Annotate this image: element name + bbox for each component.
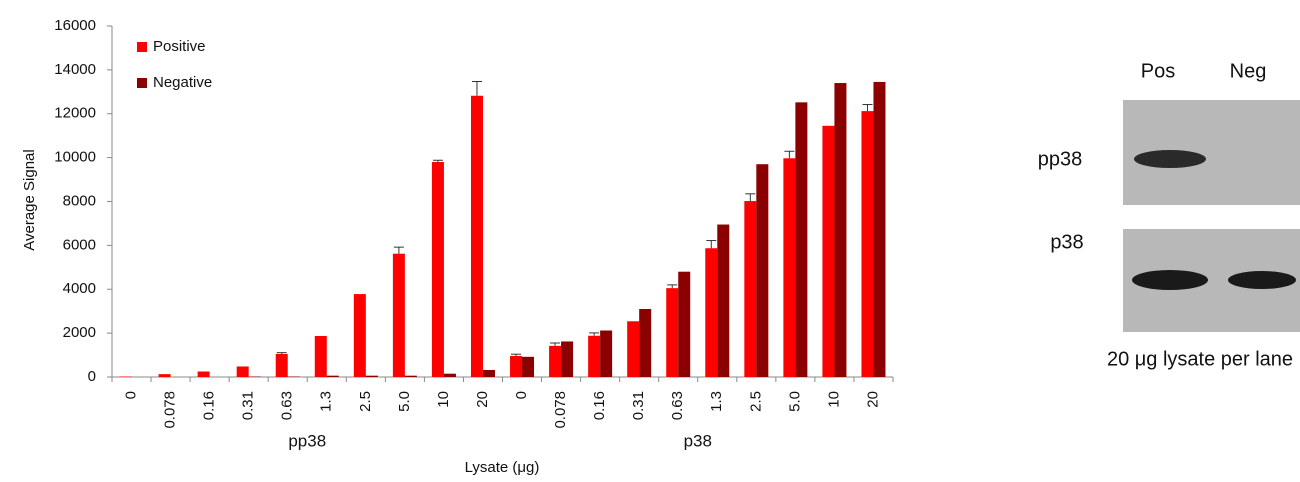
bar bbox=[522, 356, 535, 377]
x-tick-label: 20 bbox=[864, 391, 881, 408]
blot-row-label: pp38 bbox=[1038, 148, 1083, 170]
x-tick-label: 2.5 bbox=[357, 391, 374, 412]
error-bar bbox=[784, 150, 795, 159]
x-tick-label: 0.31 bbox=[630, 391, 647, 420]
bar bbox=[705, 248, 718, 377]
x-tick-label: 0 bbox=[122, 391, 139, 399]
x-tick-label: 1.3 bbox=[708, 391, 725, 412]
bar bbox=[158, 374, 171, 377]
x-tick-label: 5.0 bbox=[786, 391, 803, 412]
legend-swatch bbox=[137, 78, 147, 88]
y-tick-label: 14000 bbox=[54, 61, 96, 78]
error-bar bbox=[862, 104, 873, 112]
x-tick-label: 0 bbox=[513, 391, 530, 399]
y-tick-label: 6000 bbox=[63, 236, 96, 253]
bar bbox=[510, 355, 523, 377]
y-tick-label: 2000 bbox=[63, 324, 96, 341]
blot-band bbox=[1134, 150, 1206, 168]
y-axis-label: Average Signal bbox=[21, 149, 38, 250]
bar bbox=[431, 162, 444, 377]
group-label: p38 bbox=[684, 431, 712, 450]
blot-band bbox=[1228, 271, 1296, 289]
y-tick-label: 10000 bbox=[54, 149, 96, 166]
bar bbox=[717, 224, 730, 377]
bar bbox=[588, 335, 601, 377]
x-tick-label: 0.63 bbox=[279, 391, 296, 420]
bar bbox=[236, 366, 249, 377]
bar bbox=[744, 201, 757, 377]
y-tick-label: 4000 bbox=[63, 280, 96, 297]
blot-band bbox=[1132, 270, 1208, 290]
error-bar bbox=[667, 284, 678, 289]
bar bbox=[561, 341, 574, 377]
bar bbox=[666, 288, 679, 377]
bar bbox=[783, 158, 796, 377]
bar bbox=[861, 111, 874, 378]
error-bar bbox=[393, 246, 404, 254]
x-tick-label: 2.5 bbox=[747, 391, 764, 412]
bar bbox=[443, 373, 456, 377]
bar bbox=[470, 95, 483, 377]
x-tick-label: 0.63 bbox=[669, 391, 686, 420]
x-tick-label: 5.0 bbox=[396, 391, 413, 412]
error-bar bbox=[471, 81, 482, 96]
error-bar bbox=[706, 240, 717, 249]
bar bbox=[600, 330, 613, 377]
bar bbox=[549, 345, 562, 377]
x-tick-label: 10 bbox=[825, 391, 842, 408]
bar bbox=[326, 375, 339, 377]
group-label: pp38 bbox=[288, 431, 326, 450]
x-tick-label: 0.16 bbox=[201, 391, 218, 420]
bar bbox=[822, 125, 835, 377]
bar bbox=[627, 321, 640, 377]
x-axis-label: Lysate (μg) bbox=[465, 459, 540, 476]
x-tick-label: 0.16 bbox=[591, 391, 608, 420]
x-tick-label: 0.078 bbox=[552, 391, 569, 429]
error-bar bbox=[745, 193, 756, 202]
bar bbox=[275, 353, 288, 377]
bar bbox=[795, 102, 808, 377]
western-blot: Pos Neg pp38 p38 20 μg lysate per lane bbox=[1038, 60, 1300, 370]
blot-column-label: Pos bbox=[1141, 60, 1175, 82]
legend-label: Positive bbox=[153, 38, 206, 55]
y-tick-label: 8000 bbox=[63, 192, 96, 209]
legend-swatch bbox=[137, 42, 147, 52]
legend-label: Negative bbox=[153, 74, 212, 91]
blot-caption: 20 μg lysate per lane bbox=[1107, 348, 1293, 370]
x-tick-label: 1.3 bbox=[318, 391, 335, 412]
y-tick-label: 16000 bbox=[54, 17, 96, 34]
bar bbox=[314, 335, 327, 377]
blot-row-label: p38 bbox=[1050, 231, 1083, 253]
y-tick-label: 12000 bbox=[54, 105, 96, 122]
bar bbox=[392, 253, 405, 377]
error-bar bbox=[276, 352, 287, 354]
x-tick-label: 0.078 bbox=[162, 391, 179, 429]
bar bbox=[873, 81, 886, 378]
bar bbox=[678, 271, 691, 377]
bar bbox=[482, 369, 495, 377]
error-bar bbox=[589, 332, 600, 336]
error-bar bbox=[511, 353, 522, 356]
y-tick-label: 0 bbox=[88, 368, 96, 385]
bar bbox=[197, 371, 210, 377]
blot-column-label: Neg bbox=[1230, 60, 1267, 82]
bar bbox=[756, 164, 769, 377]
error-bar bbox=[432, 159, 443, 163]
error-bar bbox=[550, 342, 561, 346]
x-tick-label: 20 bbox=[474, 391, 491, 408]
x-tick-label: 0.31 bbox=[240, 391, 257, 420]
bar bbox=[404, 375, 417, 377]
bar bbox=[834, 83, 847, 377]
x-tick-label: 10 bbox=[435, 391, 452, 408]
bar bbox=[639, 308, 652, 377]
bar bbox=[353, 294, 366, 377]
bar bbox=[365, 375, 378, 377]
